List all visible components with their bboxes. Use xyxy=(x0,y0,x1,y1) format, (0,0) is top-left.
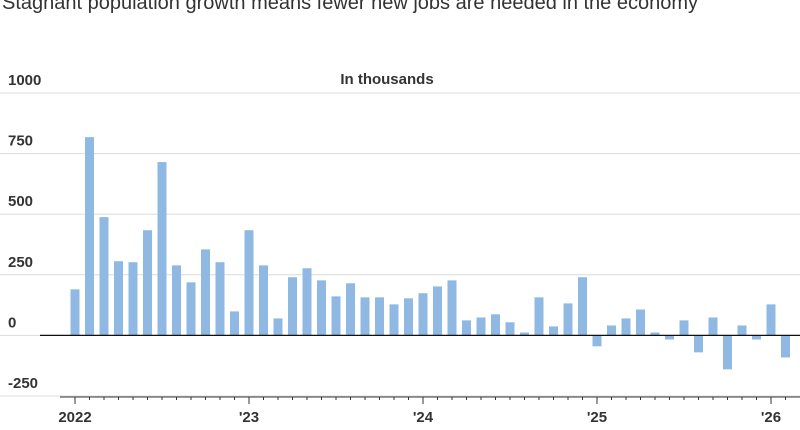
bar xyxy=(549,326,558,336)
x-tick-label: 2022 xyxy=(58,409,91,426)
bar xyxy=(491,314,500,336)
bar xyxy=(505,322,515,336)
bar xyxy=(259,265,268,336)
bar xyxy=(143,230,152,336)
bar xyxy=(273,318,283,336)
bar xyxy=(186,282,196,336)
bar xyxy=(201,249,210,336)
bar xyxy=(230,311,239,336)
chart-subtitle: In thousands xyxy=(340,71,433,88)
y-tick-label: 750 xyxy=(8,133,33,150)
x-tick-label: '25 xyxy=(587,409,607,426)
y-tick-label: 1000 xyxy=(8,72,41,89)
bar xyxy=(346,283,355,336)
bar xyxy=(85,137,94,336)
bar xyxy=(288,277,297,336)
bar xyxy=(447,280,457,336)
x-tick-label: '24 xyxy=(413,409,434,426)
bar xyxy=(781,335,790,358)
bar xyxy=(766,304,776,336)
x-tick-label: '23 xyxy=(239,409,259,426)
bar xyxy=(99,217,109,336)
bar xyxy=(520,332,529,336)
bar xyxy=(375,297,384,336)
bar xyxy=(215,262,225,336)
bar xyxy=(462,320,471,336)
bar xyxy=(708,317,718,336)
bar xyxy=(650,332,660,336)
bar xyxy=(636,309,645,336)
bar xyxy=(679,320,689,336)
bar xyxy=(694,335,703,353)
bar xyxy=(128,262,138,336)
bar xyxy=(563,303,573,336)
bar xyxy=(476,317,486,336)
bar xyxy=(114,261,123,336)
y-tick-label: 0 xyxy=(8,314,16,331)
bar xyxy=(737,325,747,336)
bar xyxy=(418,293,428,336)
bar xyxy=(302,268,312,336)
chart-title: Stagnant population growth means fewer n… xyxy=(2,0,699,14)
bar xyxy=(360,297,370,336)
bar xyxy=(433,286,442,336)
bar xyxy=(317,280,326,336)
bar xyxy=(723,335,732,370)
bar xyxy=(621,318,631,336)
bar xyxy=(404,298,413,336)
bar xyxy=(607,325,616,336)
bar xyxy=(157,162,167,336)
bar xyxy=(389,304,399,336)
bar xyxy=(244,230,254,336)
bar xyxy=(172,265,181,336)
y-tick-label: 250 xyxy=(8,254,33,271)
bar xyxy=(70,289,80,336)
y-tick-label: 500 xyxy=(8,193,33,210)
x-tick-label: '26 xyxy=(761,409,781,426)
y-tick-label: -250 xyxy=(8,375,38,392)
bar xyxy=(331,296,341,336)
bar xyxy=(578,277,587,336)
bar xyxy=(752,335,761,340)
bar xyxy=(592,335,602,347)
bar xyxy=(534,297,544,336)
bar xyxy=(665,335,674,340)
